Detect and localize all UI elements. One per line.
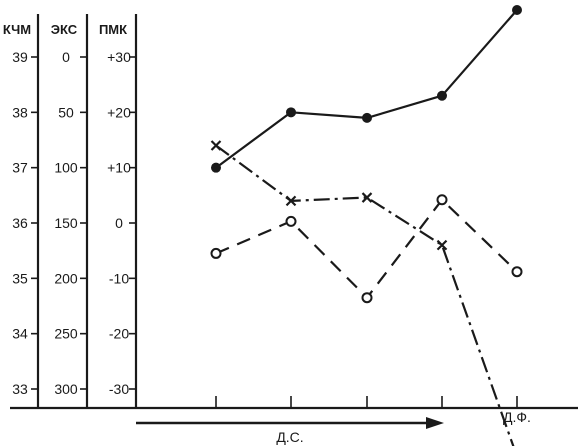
series-2 <box>210 140 515 446</box>
progress-arrow-head <box>426 417 444 429</box>
y-tick-label: 50 <box>58 104 74 120</box>
data-point <box>361 292 373 304</box>
data-point <box>286 107 296 118</box>
series-line <box>215 9 518 169</box>
y-tick-label: +10 <box>107 160 131 176</box>
series-1 <box>211 5 522 173</box>
y-tick-label: 300 <box>54 381 78 397</box>
x-tick-label: Д.Ф. <box>503 409 531 425</box>
y-tick-label: 250 <box>54 326 78 342</box>
y-tick-label: -10 <box>109 270 129 286</box>
y-tick-label: -20 <box>109 326 129 342</box>
data-point <box>285 215 297 227</box>
bottom-annotations: Д.С. Д.Ф. <box>136 409 531 445</box>
y-tick-label: 33 <box>12 381 28 397</box>
axis-title: ПМК <box>99 22 127 37</box>
series <box>210 5 523 446</box>
axis-title: ЭКС <box>51 22 78 37</box>
y-tick-label: 38 <box>12 104 28 120</box>
y-tick-label: 0 <box>115 215 123 231</box>
data-point <box>362 112 372 123</box>
series-3 <box>210 194 523 304</box>
data-point <box>361 192 373 203</box>
series-line <box>215 144 515 446</box>
data-point <box>511 266 523 278</box>
data-point <box>211 162 221 173</box>
data-point <box>285 195 297 207</box>
y-tick-label: 37 <box>12 160 28 176</box>
y-tick-label: 34 <box>12 326 28 342</box>
series-line <box>215 198 518 299</box>
y-tick-label: 0 <box>62 49 70 65</box>
data-point <box>437 90 447 101</box>
y-tick-label: 150 <box>54 215 78 231</box>
data-point <box>210 247 222 259</box>
axes: КЧМ 39 38 37 36 35 34 33 ЭКС 0 50 100 150 200 250 300 ПМ… <box>3 14 578 410</box>
data-point <box>210 140 222 151</box>
y-tick-label: 39 <box>12 49 28 65</box>
data-point <box>512 5 522 15</box>
y-tick-label: 36 <box>12 215 28 231</box>
y-tick-label: 100 <box>54 160 78 176</box>
y-tick-label: +30 <box>107 49 131 65</box>
y-tick-label: 35 <box>12 270 28 286</box>
axis-title: КЧМ <box>3 22 31 37</box>
data-point <box>436 239 448 251</box>
arrow-label: Д.С. <box>276 429 303 445</box>
data-point <box>436 194 448 206</box>
y-tick-label: 200 <box>54 270 78 286</box>
y-tick-label: -30 <box>109 381 129 397</box>
y-tick-label: +20 <box>107 104 131 120</box>
